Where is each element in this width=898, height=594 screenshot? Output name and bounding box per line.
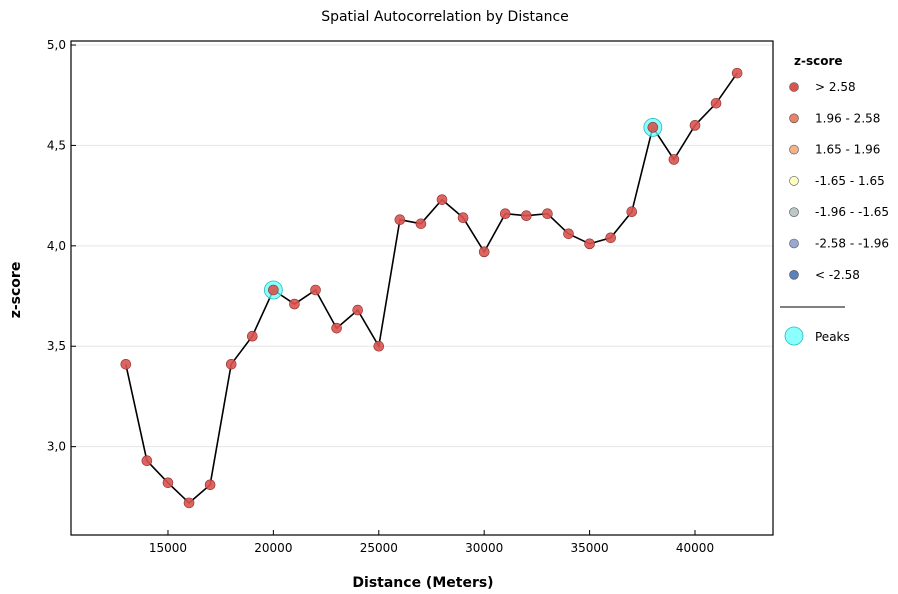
data-point [457,212,469,224]
series-layer [120,67,743,509]
legend-marker [789,144,799,155]
data-point [436,194,448,205]
data-point [268,284,279,296]
legend-entries: > 2.58 1.96 - 2.58 1.65 - 1.96 -1.65 - 1.65… [789,80,889,282]
y-tick-label: 3,5 [47,339,66,353]
legend-label: -1.65 - 1.65 [815,174,885,188]
data-point [373,340,385,352]
legend-marker [789,113,799,124]
data-point [352,304,364,316]
legend-label: 1.96 - 2.58 [815,111,880,125]
data-point [331,322,342,334]
y-tick-label: 5,0 [47,38,66,52]
data-point [584,238,595,250]
chart-title: Spatial Autocorrelation by Distance [321,9,569,25]
data-point [542,208,553,219]
legend-peaks-marker [784,326,804,346]
data-point [499,208,511,219]
data-point [246,330,258,342]
legend: z-score > 2.58 1.96 - 2.58 1.65 - 1.96 -1.6… [780,54,889,346]
data-point [626,206,638,217]
data-point [668,154,680,165]
data-point [225,359,237,370]
data-point [521,210,532,222]
x-axis-label: Distance (Meters) [352,575,493,591]
plot-area [70,40,774,536]
legend-marker [789,82,799,92]
data-point [141,455,153,466]
gridlines [71,44,773,448]
y-tick-label: 4,0 [47,239,66,253]
data-point [394,214,406,226]
legend-peaks-label: Peaks [815,330,850,344]
legend-label: -1.96 - -1.65 [815,205,889,219]
data-point [415,218,427,230]
y-axis-label: z-score [8,262,24,319]
data-point [162,477,174,489]
x-tick-label: 35000 [571,541,609,555]
legend-label: 1.65 - 1.96 [815,143,880,157]
x-tick-label: 30000 [465,541,503,555]
data-point [710,97,722,109]
legend-label: < -2.58 [815,268,860,282]
y-tick-label: 4,5 [47,138,66,152]
x-tick-label: 40000 [676,541,714,555]
x-tick-label: 15000 [149,541,187,555]
data-point [478,246,490,258]
x-tick-label: 25000 [360,541,398,555]
legend-title: z-score [794,54,843,68]
x-tick-label: 20000 [254,541,292,555]
legend-label: > 2.58 [815,80,856,94]
legend-marker [789,207,799,217]
data-point [647,122,659,133]
y-axis: 3,0 3,5 4,0 4,5 5,0 [47,38,76,454]
legend-marker [789,238,799,249]
data-point [689,120,701,131]
series-line [125,72,738,504]
data-point [310,284,321,296]
data-point [605,232,616,244]
data-point [563,228,574,240]
data-point [289,298,300,310]
data-point [204,479,216,491]
data-point [120,359,132,370]
legend-marker [789,269,799,280]
x-axis: 15000 20000 25000 30000 35000 40000 [149,530,714,555]
legend-label: -2.58 - -1.96 [815,237,889,251]
data-point [183,497,195,509]
y-tick-label: 3,0 [47,440,66,454]
data-point [731,67,743,79]
legend-marker [789,176,799,186]
